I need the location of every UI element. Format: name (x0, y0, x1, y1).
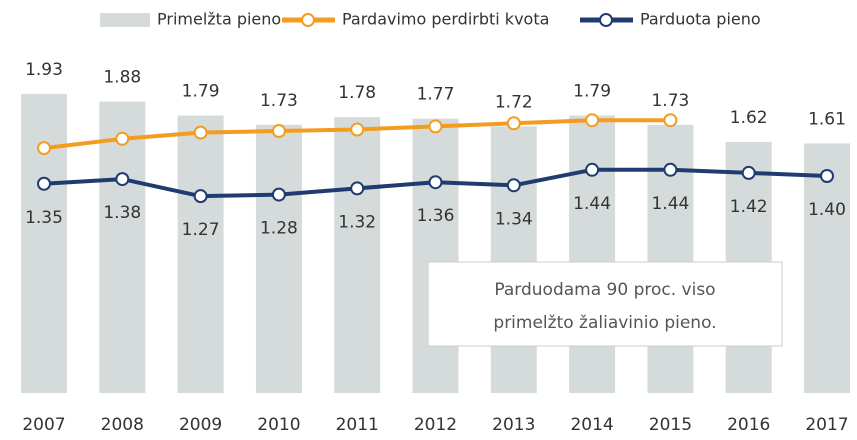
marker (428, 119, 443, 134)
data-label: 1.79 (573, 82, 611, 102)
marker (428, 175, 443, 190)
data-label: 1.79 (182, 82, 220, 102)
legend-label: Pardavimo perdirbti kvota (342, 10, 549, 29)
legend-marker (599, 13, 613, 27)
bar (99, 101, 146, 393)
legend-label: Parduota pieno (640, 10, 761, 29)
data-label: 1.32 (338, 212, 376, 232)
marker (663, 162, 678, 177)
bar (21, 93, 67, 393)
data-label: 1.88 (103, 68, 141, 88)
x-tick-label: 2015 (649, 415, 692, 435)
marker (506, 116, 521, 131)
annotation: Parduodama 90 proc. viso (494, 280, 715, 300)
marker (37, 176, 51, 191)
x-tick-label: 2009 (179, 415, 222, 435)
data-label: 1.73 (651, 91, 689, 111)
annotation-box (427, 261, 783, 347)
marker (115, 172, 130, 187)
bar (255, 124, 302, 393)
marker (585, 162, 600, 177)
x-tick-label: 2013 (492, 415, 535, 435)
data-label: 1.36 (417, 206, 455, 226)
marker (271, 187, 286, 202)
bar (412, 118, 459, 394)
data-label: 1.35 (25, 208, 63, 228)
x-tick-label: 2016 (727, 415, 770, 435)
data-label: 1.27 (182, 220, 220, 240)
bar (177, 115, 224, 394)
x-tick-label: 2012 (414, 415, 457, 435)
data-label: 1.62 (730, 108, 768, 128)
x-tick-label: 2007 (22, 415, 65, 435)
x-tick-label: 2017 (805, 415, 848, 435)
x-tick-label: 2014 (570, 415, 613, 435)
x-tick-label: 2011 (336, 415, 379, 435)
marker (115, 131, 130, 146)
data-label: 1.40 (808, 200, 846, 220)
data-label: 1.72 (495, 92, 533, 112)
bar (804, 143, 850, 393)
data-label: 1.42 (730, 197, 768, 217)
marker (37, 141, 51, 156)
data-label: 1.73 (260, 91, 298, 111)
data-label: 1.34 (495, 209, 533, 229)
bar (334, 117, 381, 393)
data-label: 1.38 (103, 203, 141, 223)
data-label: 1.77 (417, 85, 455, 105)
marker (193, 189, 208, 204)
legend: Primelžta pieno Pardavimo perdirbti kvota… (100, 10, 761, 29)
marker (585, 113, 600, 128)
marker (663, 113, 678, 128)
marker (350, 122, 365, 137)
marker (741, 165, 756, 180)
data-label: 1.78 (338, 83, 376, 103)
marker (506, 178, 521, 193)
bar (490, 126, 537, 394)
x-tick-label: 2010 (257, 415, 300, 435)
bar (569, 115, 616, 394)
x-tick-label: 2008 (101, 415, 144, 435)
annotation: primelžto žaliavinio pieno. (493, 313, 716, 333)
data-label: 1.44 (573, 194, 611, 214)
marker (271, 124, 286, 139)
marker (350, 181, 365, 196)
marker (820, 169, 834, 183)
legend-swatch (100, 13, 150, 27)
data-label: 1.28 (260, 219, 298, 239)
data-label: 1.61 (808, 109, 846, 129)
data-label: 1.93 (25, 60, 63, 80)
legend-label: Primelžta pieno (157, 10, 281, 29)
marker (193, 125, 208, 140)
legend-marker (301, 13, 315, 27)
data-label: 1.44 (651, 194, 689, 214)
